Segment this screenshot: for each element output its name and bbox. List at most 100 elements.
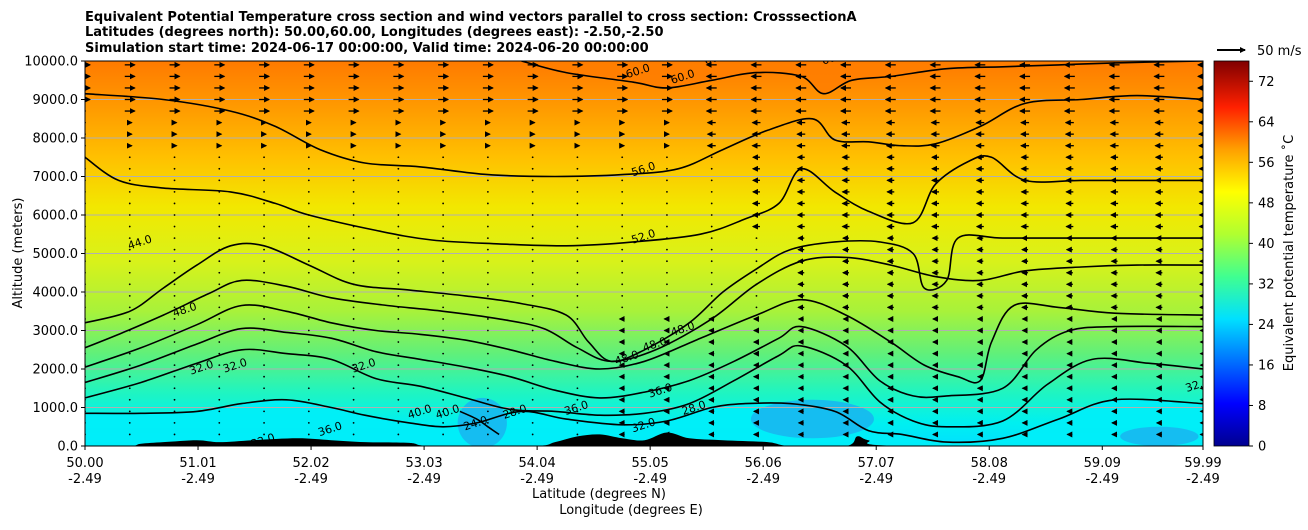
wind-vector xyxy=(263,352,265,355)
wind-vector xyxy=(128,375,131,378)
wind-vector xyxy=(531,167,534,170)
wind-vector xyxy=(531,202,534,205)
wind-vector xyxy=(531,283,534,286)
wind-vector xyxy=(173,167,176,170)
x-tick-lon-0: -2.49 xyxy=(68,472,102,487)
wind-vector xyxy=(173,433,176,436)
wind-vector xyxy=(307,294,310,297)
wind-vector xyxy=(173,191,176,193)
wind-vector xyxy=(576,283,579,286)
wind-vector xyxy=(173,410,176,413)
region-warm-aloft xyxy=(85,61,1203,94)
x-tick-lon-10: -2.49 xyxy=(1186,472,1220,487)
wind-vector xyxy=(531,248,534,251)
wind-vector xyxy=(218,179,221,182)
wind-vector xyxy=(173,214,176,216)
wind-vector xyxy=(576,306,579,309)
wind-vector xyxy=(218,225,221,228)
wind-vector xyxy=(531,352,534,355)
wind-vector xyxy=(621,306,624,309)
wind-vector xyxy=(218,387,221,390)
wind-vector xyxy=(486,341,489,343)
terrain-shape xyxy=(85,432,1203,446)
wind-vector xyxy=(710,202,713,205)
colorbar-tick-label-0: 0 xyxy=(1258,440,1266,455)
region-cold-pool-2 xyxy=(1120,426,1199,446)
wind-vector xyxy=(531,237,534,240)
wind-vector xyxy=(263,433,265,436)
wind-vector xyxy=(263,306,265,309)
wind-vector xyxy=(710,283,713,286)
wind-vector xyxy=(263,341,265,343)
wind-vector xyxy=(128,422,131,424)
wind-vector xyxy=(531,271,534,274)
wind-vector xyxy=(442,191,445,193)
wind-vector xyxy=(218,156,221,159)
wind-vector xyxy=(263,329,265,332)
wind-vector xyxy=(128,271,131,274)
chart-title-line-2: Latitudes (degrees north): 50.00,60.00, … xyxy=(85,25,664,40)
wind-vector xyxy=(263,179,265,182)
wind-vector xyxy=(128,191,131,193)
wind-vector xyxy=(621,202,624,205)
wind-vector xyxy=(486,248,489,251)
wind-vector xyxy=(531,318,534,320)
x-tick-lon-4: -2.49 xyxy=(520,472,554,487)
wind-vector xyxy=(442,167,445,170)
colorbar-tick-label-8: 64 xyxy=(1258,115,1275,130)
wind-vector xyxy=(486,156,489,159)
y-axis: 0.0 1000.0 2000.0 3000.0 4000.0 5000.0 6000.0 7… xyxy=(24,55,85,455)
wind-vector xyxy=(397,364,400,367)
wind-vector xyxy=(666,225,668,228)
wind-vector xyxy=(486,167,489,170)
wind-vector xyxy=(263,398,265,401)
wind-vector xyxy=(263,294,265,297)
wind-vector xyxy=(218,237,221,240)
wind-vector xyxy=(307,387,310,390)
wind-vector xyxy=(352,433,355,436)
wind-vector xyxy=(173,398,176,401)
wind-vector xyxy=(218,375,221,378)
contour-label-24: 32.0 xyxy=(1184,375,1211,395)
y-tick-label-10: 10000.0 xyxy=(24,55,78,70)
x-tick-lat-9: 59.09 xyxy=(1084,456,1121,471)
wind-vector xyxy=(173,248,176,251)
wind-vector xyxy=(576,294,579,297)
contour-40.0 xyxy=(85,298,1203,384)
wind-vector xyxy=(352,341,355,343)
wind-vector xyxy=(621,191,624,193)
wind-vector xyxy=(397,306,400,309)
wind-vector xyxy=(307,167,310,170)
wind-vector xyxy=(263,237,265,240)
wind-vector xyxy=(576,387,579,390)
y-tick-label-3: 3000.0 xyxy=(33,324,79,339)
wind-vector xyxy=(397,271,400,274)
wind-vector xyxy=(576,237,579,240)
wind-vector xyxy=(173,387,176,390)
wind-vector xyxy=(621,294,624,297)
wind-vector xyxy=(173,341,176,343)
x-tick-lat-5: 55.05 xyxy=(632,456,669,471)
wind-vector xyxy=(442,352,445,355)
wind-vector xyxy=(397,225,400,228)
colorbar-tick-label-3: 24 xyxy=(1258,318,1275,333)
wind-vector xyxy=(576,352,579,355)
wind-vector xyxy=(710,294,713,297)
wind-vector xyxy=(397,422,400,424)
x-tick-lon-7: -2.49 xyxy=(859,472,893,487)
wind-vector xyxy=(173,225,176,228)
x-axis-label-latitude: Latitude (degrees N) xyxy=(532,487,666,502)
wind-vector xyxy=(531,214,534,216)
wind-vector xyxy=(218,433,221,436)
wind-vector xyxy=(666,294,668,297)
wind-vector xyxy=(128,283,131,286)
wind-vector xyxy=(576,329,579,332)
contour-label-3: 60.0 xyxy=(820,48,847,68)
wind-vector xyxy=(352,260,355,263)
wind-vector xyxy=(710,248,713,251)
wind-vector xyxy=(307,329,310,332)
wind-vector xyxy=(397,248,400,251)
colorbar-tick-label-2: 16 xyxy=(1258,358,1275,373)
wind-vector xyxy=(263,387,265,390)
wind-vector xyxy=(352,294,355,297)
